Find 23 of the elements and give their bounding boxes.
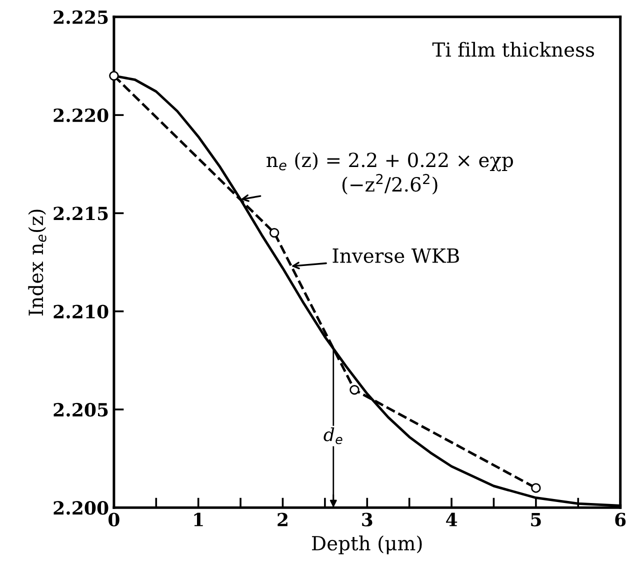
ref-line-label: d$_{e}$ [324,427,342,444]
point [269,228,280,238]
x-tick-label: 2 [278,512,288,526]
y-tick-label: 2.215 [54,206,108,220]
x-tick-label: 6 [615,512,626,526]
y-tick-label: 2.210 [54,304,108,318]
point [109,70,119,81]
y-tick-label: 2.220 [54,108,108,122]
y-tick-label: 2.205 [54,402,108,417]
annotation: n$_{e}$ (z) = 2.2 + 0.22 × eχp (−z$^{2}$/2.6$^{2}$) [266,152,513,194]
annotation: Ti film thickness [432,42,594,57]
y-tick-label: 2.225 [54,10,108,24]
x-tick-label: 4 [446,512,458,526]
point [531,483,541,493]
annotation: Inverse WKB [332,248,459,263]
point [350,384,360,395]
x-tick-label: 5 [531,513,541,526]
y-axis-title: Index n$_{e}$(z) [28,210,46,316]
x-tick-label: 3 [362,512,372,526]
x-tick-label: 1 [194,512,203,526]
x-axis-title: Depth (μm) [312,535,422,554]
x-tick-label: 0 [108,512,120,526]
y-tick-label: 2.200 [54,501,108,515]
